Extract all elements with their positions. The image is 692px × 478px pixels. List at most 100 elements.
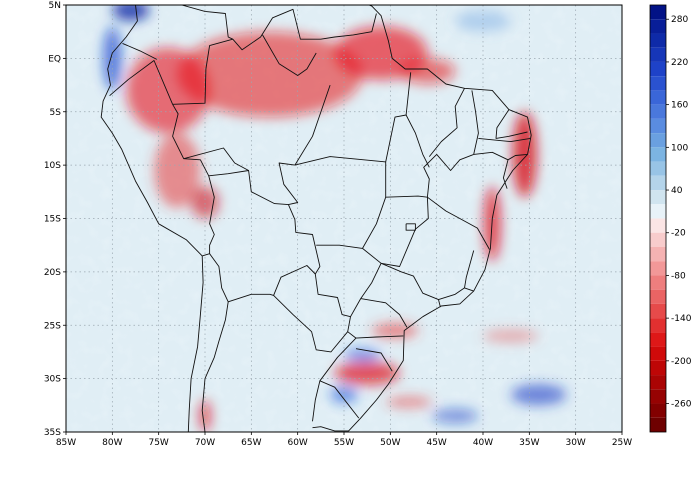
boundary-state-ac-ro-am <box>183 147 249 171</box>
colorbar-tick-label: -260 <box>671 400 692 410</box>
anomaly-atlantic-red-1 <box>483 329 539 343</box>
colorbar-block <box>650 375 666 390</box>
boundary-state-mt-go-to <box>362 161 387 249</box>
colorbar-block <box>650 161 666 176</box>
anomaly-north-corner-blue <box>112 5 150 22</box>
boundary-state-rr-am <box>262 34 317 76</box>
boundary-state-ba-to-pi <box>423 153 474 198</box>
colorbar-block <box>650 289 666 304</box>
latitude-axis: 5N EQ 5S 10S 15S 20S 25S 30S 35S <box>44 1 66 438</box>
anomaly-atlantic-blue-2 <box>432 408 479 424</box>
boundary-state-ms-pr-sp <box>350 263 382 317</box>
boundary-state-ma-pi <box>428 88 465 157</box>
lat-tick-label: 25S <box>44 321 61 331</box>
lon-tick-label: 25W <box>612 438 632 448</box>
colorbar-block <box>650 389 666 404</box>
political-boundaries <box>100 5 532 432</box>
colorbar-block <box>650 118 666 134</box>
colorbar-block <box>650 204 666 219</box>
lon-tick-label: 65W <box>241 438 261 448</box>
boundary-brazil-north-border <box>172 8 377 105</box>
boundary-state-pa-mt-to <box>294 72 412 166</box>
colorbar-tick-label: -80 <box>671 271 686 281</box>
colorbar-block <box>650 303 666 319</box>
longitude-axis: 85W 80W 75W 70W 65W 60W 55W 50W 45W 40W 35W 30W 25W <box>56 432 632 448</box>
colorbar-block <box>650 275 666 290</box>
colorbar-block <box>650 175 666 191</box>
lon-tick-label: 50W <box>380 438 400 448</box>
lon-tick-label: 70W <box>195 438 215 448</box>
colorbar-blocks <box>650 5 666 432</box>
boundary-state-rj <box>438 287 465 301</box>
colorbar-tick-label: -20 <box>671 229 686 239</box>
boundary-state-ro-mt <box>278 162 299 206</box>
lat-tick-label: 35S <box>44 428 61 438</box>
lat-tick-label: 15S <box>44 215 61 225</box>
colorbar-block <box>650 246 666 262</box>
colorbar-block <box>650 61 666 77</box>
lat-tick-label: 10S <box>44 161 61 171</box>
boundary-bolivia-paraguay-border <box>273 265 316 296</box>
colorbar-block <box>650 403 666 418</box>
lat-tick-label: 30S <box>44 375 61 385</box>
anomaly-atlantic-red-2 <box>385 396 433 408</box>
anomaly-south-brazil-red-2 <box>334 361 400 386</box>
colorbar-block <box>650 47 666 62</box>
colorbar-block <box>650 261 666 276</box>
colorbar-block <box>650 218 666 233</box>
boundary-paraguay-argentina-border <box>273 295 349 353</box>
lon-tick-label: 60W <box>287 438 307 448</box>
map-panel <box>65 4 623 433</box>
colorbar-block <box>650 33 666 48</box>
colorbar-tick-label: 280 <box>671 15 688 25</box>
boundary-venezuela-colombia-border <box>181 5 233 40</box>
anomaly-north-atlantic-blue <box>455 10 511 32</box>
colorbar-block <box>650 147 666 162</box>
boundary-state-sp-mg <box>380 262 441 308</box>
lon-tick-label: 80W <box>102 438 122 448</box>
anomaly-atlantic-blue-1 <box>510 383 567 406</box>
lon-tick-label: 75W <box>148 438 168 448</box>
colorbar-block <box>650 133 666 148</box>
boundary-state-pe-al <box>507 153 528 161</box>
colorbar-block <box>650 76 666 91</box>
colorbar-tick-label: 220 <box>671 58 688 68</box>
anomaly-bolivia-red <box>191 186 219 219</box>
colorbar-tick-label: -140 <box>671 314 692 324</box>
boundary-state-df <box>405 223 416 231</box>
boundary-state-pb-pe-al <box>478 137 531 143</box>
lon-tick-label: 55W <box>334 438 354 448</box>
colorbar-tick-label: 160 <box>671 101 688 111</box>
boundary-state-ce-rn-pb <box>495 109 528 139</box>
boundary-state-mg-es-rj <box>464 250 475 292</box>
lon-tick-label: 85W <box>56 438 76 448</box>
colorbar-tick-label: 100 <box>671 143 688 153</box>
boundary-state-pr-sp <box>360 298 408 328</box>
boundary-state-to-go <box>385 195 428 198</box>
colorbar-block <box>650 318 666 333</box>
boundary-state-am-pa <box>294 84 331 166</box>
colorbar-block <box>650 346 666 361</box>
colorbar-block <box>650 5 666 20</box>
colorbar-block <box>650 90 666 105</box>
colorbar-block <box>650 19 666 34</box>
boundary-argentina-uruguay-border <box>312 380 321 422</box>
lon-tick-label: 45W <box>426 438 446 448</box>
boundary-colombia-peru-border <box>109 60 174 105</box>
gridlines <box>66 5 622 432</box>
boundary-state-pr-sc <box>355 335 404 339</box>
lat-tick-label: EQ <box>48 54 61 64</box>
anomaly-para-coast-red <box>399 58 456 84</box>
colorbar-block <box>650 417 666 432</box>
colorbar-block <box>650 360 666 376</box>
colorbar-block <box>650 232 666 247</box>
boundary-bolivia-argentina-border <box>228 293 274 303</box>
colorbar-frame <box>649 4 667 433</box>
colorbar-block <box>650 332 666 347</box>
colorbar-block <box>650 104 666 119</box>
colorbar-tick-label: -200 <box>671 357 692 367</box>
boundary-state-mg-ba <box>427 196 490 250</box>
colorbar: 280 220 160 100 40 -20 -80 -140 -200 -260 <box>649 4 692 433</box>
boundary-state-mt-ms <box>316 244 382 264</box>
